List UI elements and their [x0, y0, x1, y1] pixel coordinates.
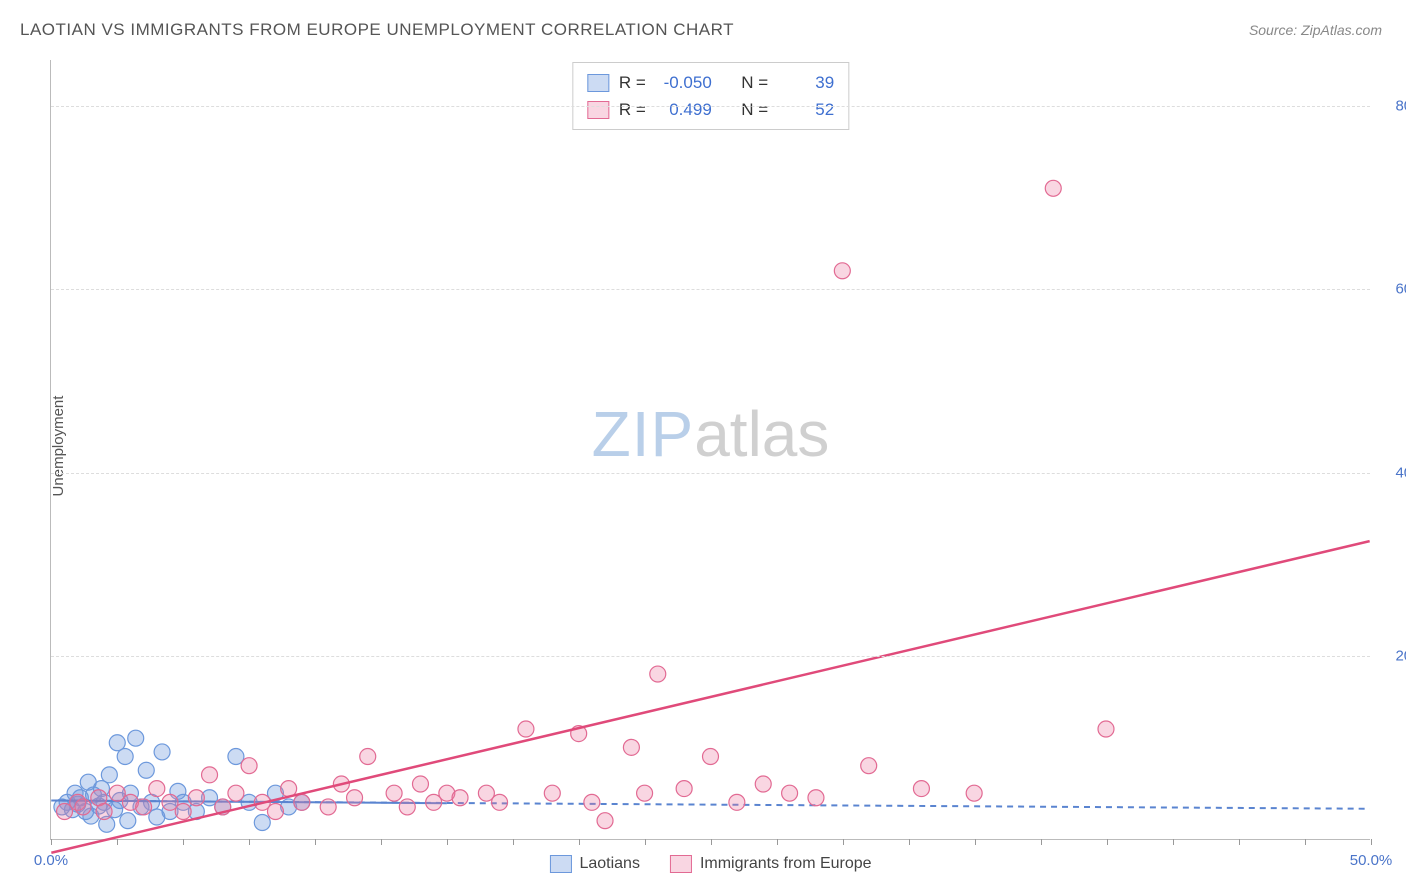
data-point	[623, 739, 639, 755]
legend-label: Immigrants from Europe	[700, 855, 872, 873]
data-point	[584, 794, 600, 810]
data-point	[138, 762, 154, 778]
data-point	[1098, 721, 1114, 737]
x-tick	[1107, 839, 1108, 845]
data-point	[254, 815, 270, 831]
data-point	[386, 785, 402, 801]
y-tick-label: 80.0%	[1378, 97, 1406, 114]
data-point	[861, 758, 877, 774]
x-tick	[513, 839, 514, 845]
plot-area: ZIPatlas R = -0.050 N = 39 R = 0.499 N =…	[50, 60, 1370, 840]
data-point	[492, 794, 508, 810]
data-point	[241, 758, 257, 774]
data-point	[412, 776, 428, 792]
data-point	[188, 790, 204, 806]
data-point	[597, 813, 613, 829]
data-point	[149, 781, 165, 797]
swatch-blue-icon	[549, 855, 571, 873]
x-tick	[315, 839, 316, 845]
swatch-pink-icon	[670, 855, 692, 873]
x-tick	[447, 839, 448, 845]
source-prefix: Source:	[1249, 22, 1301, 38]
x-tick	[1173, 839, 1174, 845]
scatter-svg	[51, 60, 1370, 839]
data-point	[294, 794, 310, 810]
data-point	[202, 767, 218, 783]
data-point	[228, 785, 244, 801]
x-tick	[843, 839, 844, 845]
data-point	[1045, 180, 1061, 196]
data-point	[120, 813, 136, 829]
data-point	[267, 804, 283, 820]
source-name: ZipAtlas.com	[1301, 22, 1382, 38]
chart-container: LAOTIAN VS IMMIGRANTS FROM EUROPE UNEMPL…	[0, 0, 1406, 892]
chart-title: LAOTIAN VS IMMIGRANTS FROM EUROPE UNEMPL…	[20, 20, 734, 40]
x-tick	[381, 839, 382, 845]
grid-line	[51, 473, 1370, 474]
x-tick	[711, 839, 712, 845]
data-point	[136, 799, 152, 815]
x-tick	[51, 839, 52, 845]
x-tick	[975, 839, 976, 845]
data-point	[544, 785, 560, 801]
y-tick-label: 40.0%	[1378, 464, 1406, 481]
x-tick	[777, 839, 778, 845]
source-attribution: Source: ZipAtlas.com	[1249, 22, 1382, 38]
x-tick-label: 50.0%	[1350, 852, 1393, 869]
y-tick-label: 20.0%	[1378, 648, 1406, 665]
x-tick	[579, 839, 580, 845]
x-tick	[249, 839, 250, 845]
data-point	[782, 785, 798, 801]
legend-label: Laotians	[579, 855, 640, 873]
data-point	[154, 744, 170, 760]
data-point	[703, 749, 719, 765]
data-point	[75, 799, 91, 815]
series-legend: Laotians Immigrants from Europe	[549, 855, 871, 873]
data-point	[360, 749, 376, 765]
y-tick-label: 60.0%	[1378, 281, 1406, 298]
data-point	[637, 785, 653, 801]
x-tick	[117, 839, 118, 845]
x-tick	[1371, 839, 1372, 845]
x-tick	[183, 839, 184, 845]
data-point	[755, 776, 771, 792]
x-tick	[645, 839, 646, 845]
data-point	[101, 767, 117, 783]
legend-item-laotians: Laotians	[549, 855, 640, 873]
data-point	[452, 790, 468, 806]
data-point	[399, 799, 415, 815]
data-point	[175, 804, 191, 820]
x-tick-label: 0.0%	[34, 852, 68, 869]
data-point	[729, 794, 745, 810]
x-tick	[909, 839, 910, 845]
data-point	[834, 263, 850, 279]
data-point	[347, 790, 363, 806]
x-tick	[1239, 839, 1240, 845]
data-point	[518, 721, 534, 737]
x-tick	[1305, 839, 1306, 845]
grid-line	[51, 289, 1370, 290]
data-point	[96, 804, 112, 820]
data-point	[117, 749, 133, 765]
grid-line	[51, 106, 1370, 107]
data-point	[320, 799, 336, 815]
trend-line	[51, 541, 1369, 853]
legend-item-europe: Immigrants from Europe	[670, 855, 872, 873]
data-point	[650, 666, 666, 682]
data-point	[808, 790, 824, 806]
data-point	[913, 781, 929, 797]
data-point	[676, 781, 692, 797]
data-point	[966, 785, 982, 801]
x-tick	[1041, 839, 1042, 845]
grid-line	[51, 656, 1370, 657]
data-point	[128, 730, 144, 746]
